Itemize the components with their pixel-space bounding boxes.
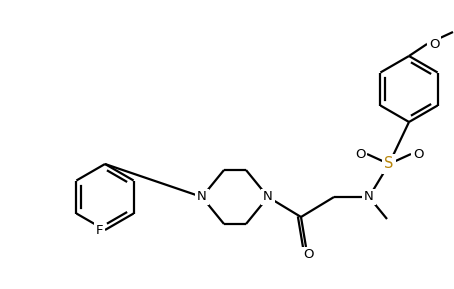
Text: S: S: [385, 157, 394, 171]
Text: N: N: [197, 190, 207, 203]
Text: O: O: [413, 147, 423, 160]
Text: N: N: [364, 190, 374, 203]
Text: O: O: [355, 147, 365, 160]
Text: O: O: [303, 249, 313, 262]
Text: O: O: [429, 38, 439, 51]
Text: N: N: [263, 190, 273, 203]
Text: F: F: [95, 223, 103, 236]
